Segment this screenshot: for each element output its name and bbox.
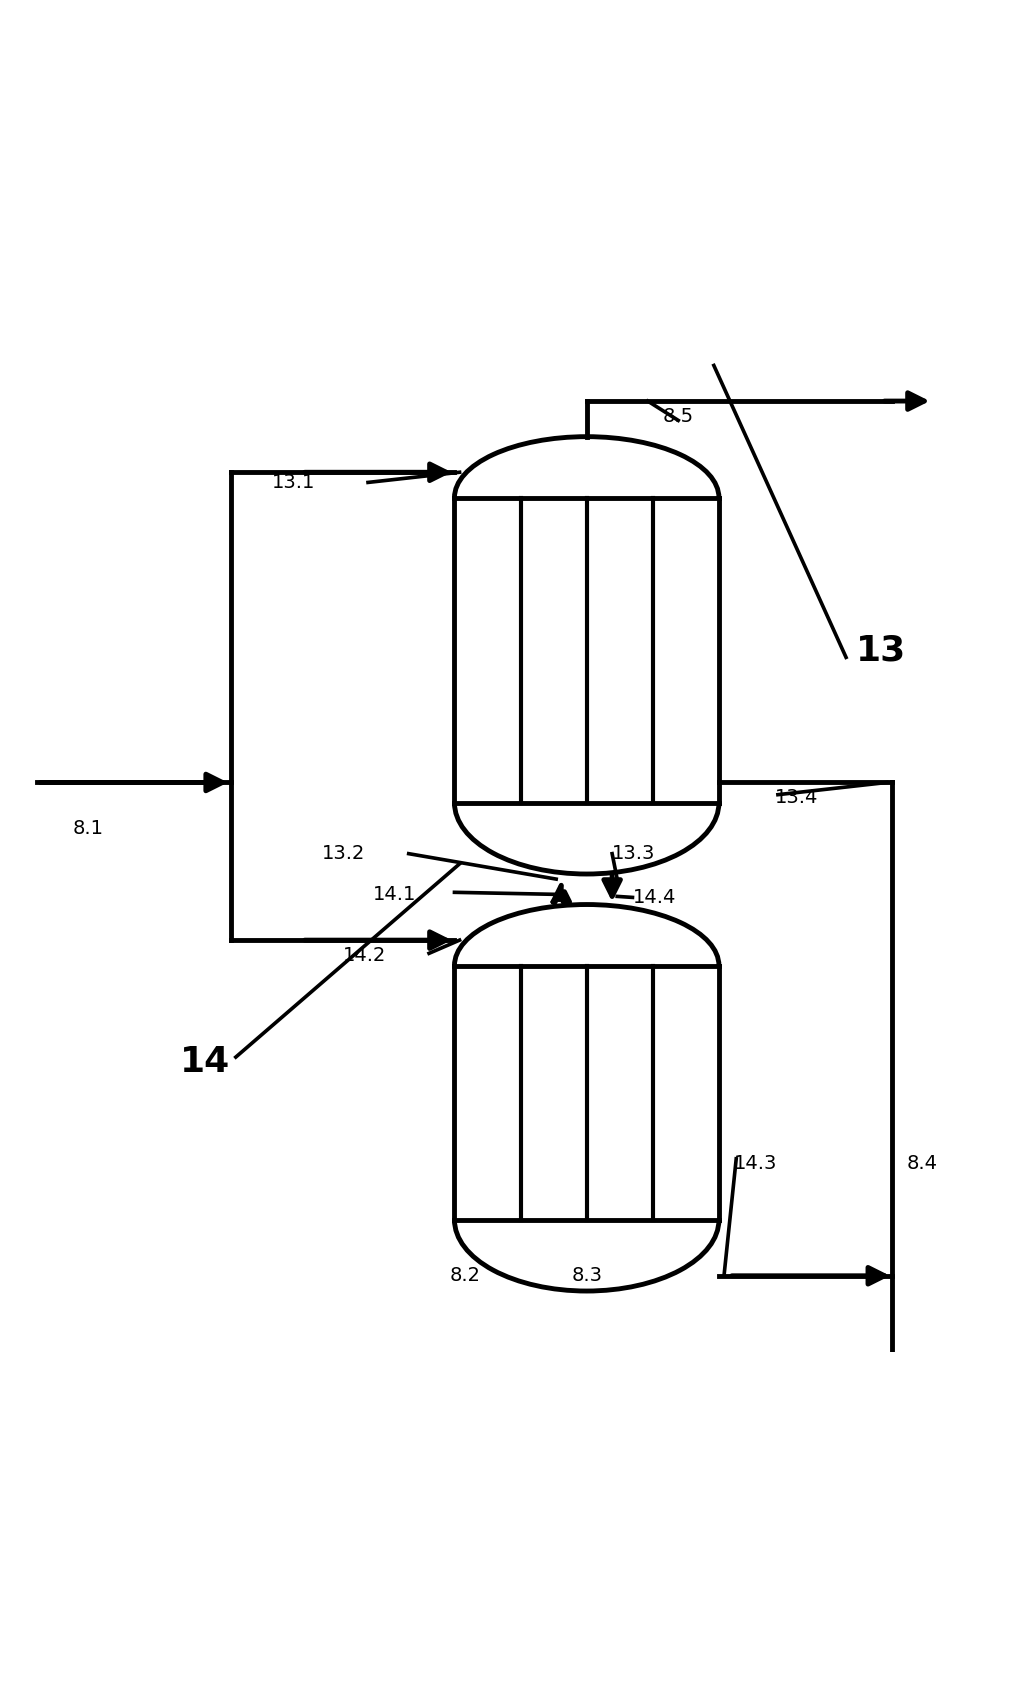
- Text: 14.2: 14.2: [342, 946, 386, 965]
- Text: 13.1: 13.1: [271, 472, 314, 493]
- Text: 13.3: 13.3: [612, 844, 656, 864]
- Text: 8.4: 8.4: [907, 1154, 938, 1174]
- Text: 14.4: 14.4: [632, 887, 676, 908]
- Text: 13: 13: [856, 633, 906, 668]
- Text: 14.3: 14.3: [734, 1154, 777, 1174]
- Text: 8.2: 8.2: [450, 1267, 480, 1285]
- Text: 13.2: 13.2: [323, 844, 366, 864]
- Text: 8.3: 8.3: [571, 1267, 602, 1285]
- Text: 14.1: 14.1: [373, 886, 417, 904]
- Text: 8.1: 8.1: [73, 818, 104, 838]
- Text: 8.5: 8.5: [663, 407, 694, 425]
- Text: 14: 14: [179, 1046, 230, 1080]
- Text: 13.4: 13.4: [775, 788, 819, 808]
